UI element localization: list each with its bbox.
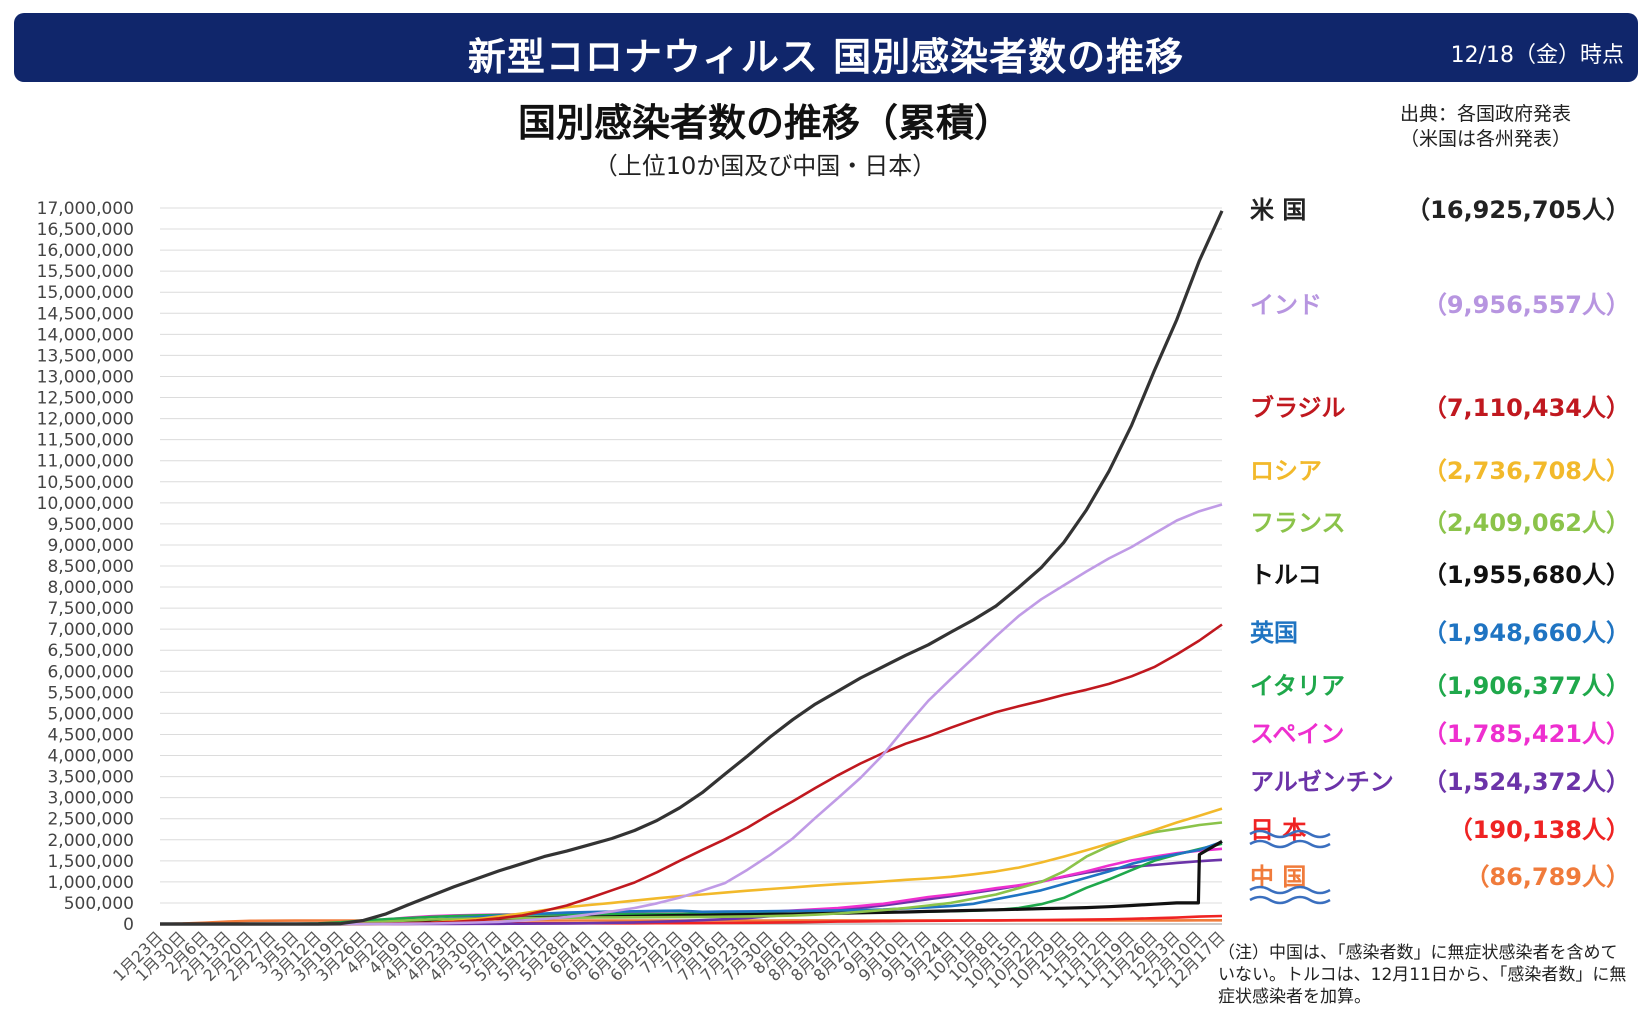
legend-count: （190,138人） bbox=[1448, 816, 1630, 844]
legend-count: （1,906,377人） bbox=[1422, 672, 1630, 700]
y-tick-label: 15,000,000 bbox=[37, 283, 134, 303]
y-tick-label: 16,000,000 bbox=[37, 241, 134, 261]
legend-country: 米 国 bbox=[1250, 196, 1307, 224]
y-tick-label: 8,000,000 bbox=[47, 578, 134, 598]
legend-country: イタリア bbox=[1250, 672, 1346, 700]
source-note: 出典：各国政府発表 （米国は各州発表） bbox=[1400, 102, 1600, 152]
legend-count: （2,736,708人） bbox=[1422, 457, 1630, 485]
y-tick-label: 9,000,000 bbox=[47, 536, 134, 556]
legend-country: アルゼンチン bbox=[1250, 768, 1394, 796]
y-tick-label: 4,500,000 bbox=[47, 725, 134, 745]
wave-separator-2 bbox=[1249, 885, 1331, 905]
legend-count: （1,948,660人） bbox=[1422, 619, 1630, 647]
source-line-2: （米国は各州発表） bbox=[1400, 128, 1572, 150]
y-tick-label: 17,000,000 bbox=[37, 199, 134, 219]
x-axis: 1月23日1月30日2月6日2月13日2月20日2月27日3月5日3月12日3月… bbox=[109, 923, 1229, 992]
legend-count: （2,409,062人） bbox=[1422, 509, 1630, 537]
y-tick-label: 11,000,000 bbox=[37, 452, 134, 472]
y-tick-label: 12,000,000 bbox=[37, 410, 134, 430]
y-tick-label: 2,500,000 bbox=[47, 810, 134, 830]
y-tick-label: 10,500,000 bbox=[37, 473, 134, 493]
wave-separator-1 bbox=[1249, 829, 1331, 849]
legend-item: 英国 （1,948,660人） bbox=[1250, 613, 1630, 647]
y-tick-label: 14,000,000 bbox=[37, 325, 134, 345]
legend-count: （1,785,421人） bbox=[1422, 720, 1630, 748]
legend-country: 英国 bbox=[1250, 619, 1298, 647]
y-tick-label: 2,000,000 bbox=[47, 831, 134, 851]
legend-count: （7,110,434人） bbox=[1422, 394, 1630, 422]
legend-count: （9,956,557人） bbox=[1422, 291, 1630, 319]
y-tick-label: 500,000 bbox=[64, 894, 134, 914]
y-tick-label: 16,500,000 bbox=[37, 220, 134, 240]
source-line-1: 出典：各国政府発表 bbox=[1400, 103, 1572, 125]
y-tick-label: 9,500,000 bbox=[47, 515, 134, 535]
y-tick-label: 1,000,000 bbox=[47, 873, 134, 893]
y-axis: 0500,0001,000,0001,500,0002,000,0002,500… bbox=[37, 199, 134, 935]
chart-title: 国別感染者数の推移（累積） bbox=[517, 101, 1012, 145]
header-title: 新型コロナウィルス 国別感染者数の推移 bbox=[467, 35, 1185, 79]
y-tick-label: 13,000,000 bbox=[37, 367, 134, 387]
series-lines bbox=[159, 210, 1224, 926]
legend-count: （1,955,680人） bbox=[1422, 561, 1630, 589]
y-tick-label: 12,500,000 bbox=[37, 389, 134, 409]
legend-count: （1,524,372人） bbox=[1422, 768, 1630, 796]
header-banner: 新型コロナウィルス 国別感染者数の推移 12/18（金）時点 bbox=[14, 13, 1638, 82]
legend-item: ブラジル （7,110,434人） bbox=[1250, 388, 1630, 422]
chart-subtitle: （上位10か国及び中国・日本） bbox=[593, 152, 937, 180]
legend-country: ロシア bbox=[1250, 457, 1322, 485]
y-tick-label: 11,500,000 bbox=[37, 431, 134, 451]
legend-item: ロシア （2,736,708人） bbox=[1250, 451, 1630, 485]
legend-country: スペイン bbox=[1250, 720, 1345, 748]
y-tick-label: 6,500,000 bbox=[47, 641, 134, 661]
legend-item: インド （9,956,557人） bbox=[1250, 285, 1630, 319]
y-tick-label: 8,500,000 bbox=[47, 557, 134, 577]
series-line-2 bbox=[160, 623, 1223, 926]
y-tick-label: 7,500,000 bbox=[47, 599, 134, 619]
legend-country: フランス bbox=[1250, 509, 1346, 537]
legend-item: 日 本（190,138人） bbox=[1250, 810, 1630, 844]
y-tick-label: 0 bbox=[123, 915, 134, 935]
legend-count: （86,789人） bbox=[1465, 863, 1630, 891]
legend-item: フランス （2,409,062人） bbox=[1250, 503, 1630, 537]
y-tick-label: 6,000,000 bbox=[47, 662, 134, 682]
legend-count: （16,925,705人） bbox=[1406, 196, 1630, 224]
legend-item: スペイン （1,785,421人） bbox=[1250, 714, 1630, 748]
footnote: （注）中国は、「感染者数」に無症状感染者を含めていない。トルコは、12月11日か… bbox=[1218, 943, 1627, 1007]
y-tick-label: 15,500,000 bbox=[37, 262, 134, 282]
y-tick-label: 13,500,000 bbox=[37, 346, 134, 366]
y-tick-label: 4,000,000 bbox=[47, 747, 134, 767]
legend-country: インド bbox=[1250, 291, 1322, 319]
y-tick-label: 5,000,000 bbox=[47, 704, 134, 724]
y-tick-label: 14,500,000 bbox=[37, 304, 134, 324]
legend-item: トルコ （1,955,680人） bbox=[1250, 555, 1630, 589]
y-tick-label: 3,000,000 bbox=[47, 789, 134, 809]
legend-item: アルゼンチン （1,524,372人） bbox=[1250, 762, 1630, 796]
y-tick-label: 7,000,000 bbox=[47, 620, 134, 640]
gridlines bbox=[160, 207, 1222, 925]
legend-country: ブラジル bbox=[1250, 394, 1346, 422]
legend-item: 中 国（86,789人） bbox=[1250, 857, 1630, 891]
header-date: 12/18（金）時点 bbox=[1450, 43, 1624, 68]
y-tick-label: 10,000,000 bbox=[37, 494, 134, 514]
y-tick-label: 5,500,000 bbox=[47, 683, 134, 703]
y-tick-label: 1,500,000 bbox=[47, 852, 134, 872]
legend-item: 米 国 （16,925,705人） bbox=[1250, 190, 1630, 224]
legend-item: イタリア （1,906,377人） bbox=[1250, 666, 1630, 700]
legend-country: トルコ bbox=[1250, 561, 1322, 589]
series-line-0 bbox=[160, 210, 1224, 926]
y-tick-label: 3,500,000 bbox=[47, 768, 134, 788]
